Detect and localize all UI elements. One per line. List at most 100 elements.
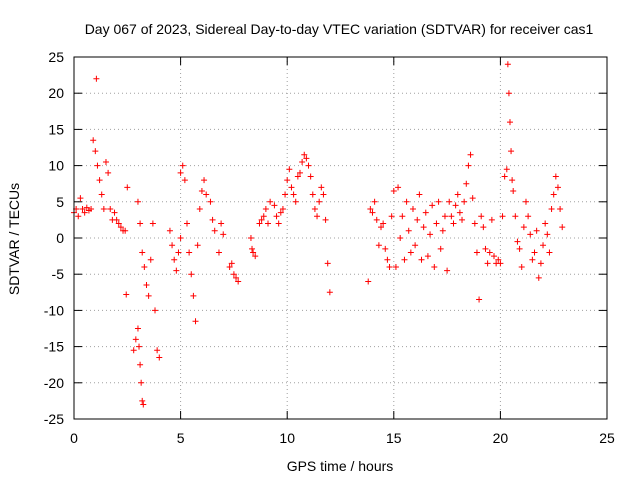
data-point [429,202,436,209]
data-point [138,379,145,386]
data-point [177,235,184,241]
y-tick-labels: -25 -20 -15 -10 -5 0 5 10 15 20 25 [44,49,64,427]
data-point [299,158,306,165]
data-point [111,209,118,216]
data-point [256,220,263,227]
data-point [292,198,299,205]
data-point [467,151,474,158]
data-point [194,242,201,249]
data-point [497,260,504,267]
data-point [480,224,487,231]
data-point [533,227,540,234]
data-point [137,361,144,368]
data-point [444,267,451,274]
data-point [506,119,513,126]
data-point [115,220,122,227]
data-point [198,187,205,194]
y-tick-label: 25 [48,49,64,65]
data-point [318,184,325,191]
axis-ticks [73,56,608,420]
data-point [414,216,421,223]
data-point [81,209,88,216]
data-point [535,274,542,281]
data-point [156,354,163,361]
data-point [203,191,210,198]
y-tick-label: -10 [44,302,64,318]
x-tick-label: 0 [70,430,78,446]
data-point [233,274,240,281]
y-tick-label: -5 [52,266,65,282]
data-point [437,245,444,252]
data-point [484,260,491,267]
data-point [527,231,534,238]
data-point [378,224,385,231]
data-point [134,198,141,205]
data-point [433,220,440,227]
data-point [117,224,124,231]
data-point [407,249,414,256]
data-point [275,220,282,227]
data-point [93,75,100,82]
data-point [512,213,519,220]
data-point [422,209,429,216]
data-point [399,213,406,220]
data-point [441,213,448,220]
x-tick-label: 25 [599,430,615,446]
data-point [102,158,109,165]
data-point [552,173,559,180]
data-point [171,256,178,263]
data-point [542,220,549,227]
x-tick-label: 10 [279,430,295,446]
data-point [177,169,184,176]
data-point [531,249,538,256]
data-point [123,291,130,298]
data-point [520,224,527,231]
data-point [309,191,316,198]
data-point [463,180,470,187]
data-point [149,220,156,227]
y-tick-label: -25 [44,411,64,427]
data-point [307,173,314,180]
y-axis-label: SDTVAR / TECUs [6,183,22,295]
data-point [469,195,476,202]
data-point [100,206,107,213]
data-point [260,213,267,220]
data-point [390,187,397,194]
data-point [136,343,143,350]
data-point [228,260,235,267]
data-point [365,278,372,285]
data-point [324,260,331,267]
data-point [290,191,297,198]
data-point [166,227,173,234]
data-point [522,198,529,205]
data-point [154,347,161,354]
data-points [71,61,566,408]
data-point [186,249,193,256]
data-point [395,184,402,191]
x-tick-label: 5 [177,430,185,446]
data-point [258,216,265,223]
data-point [456,209,463,216]
data-point [471,220,478,227]
data-point [403,198,410,205]
y-tick-label: 15 [48,121,64,137]
data-point [367,206,374,213]
data-point [454,191,461,198]
data-point [392,263,399,270]
data-point [431,263,438,270]
data-point [139,397,146,404]
data-point [311,206,318,213]
data-point [211,227,218,234]
data-point [418,256,425,263]
data-point [124,184,131,191]
data-point [537,260,544,267]
data-point [152,307,159,314]
data-point [427,231,434,238]
data-point [235,278,242,285]
data-point [501,173,508,180]
data-point [247,235,254,241]
data-point [130,347,137,354]
data-point [303,155,310,162]
x-tick-label: 20 [493,430,509,446]
